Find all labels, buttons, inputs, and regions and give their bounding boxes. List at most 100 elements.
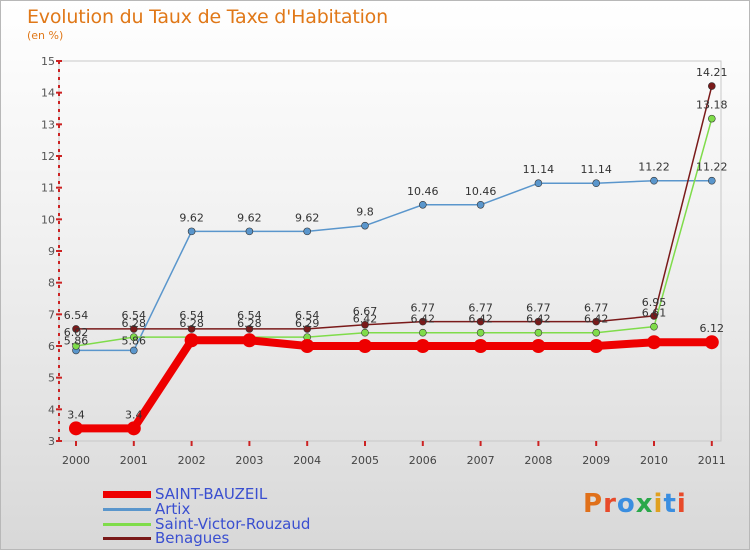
logo-letter: x	[635, 489, 654, 519]
data-label: 6.77	[411, 302, 436, 315]
data-point	[245, 325, 254, 333]
logo-letter: r	[603, 489, 617, 519]
x-tick-label: 2010	[640, 454, 668, 467]
x-tick-label: 2001	[120, 454, 148, 467]
legend-swatch-saint-victor-rouzaud	[103, 523, 151, 526]
data-point	[650, 312, 658, 320]
data-label: 6.77	[584, 302, 609, 315]
data-label: 6.42	[526, 313, 551, 326]
y-tick-label: 13	[41, 118, 55, 131]
data-label: 6.28	[122, 317, 147, 330]
data-point	[418, 200, 427, 209]
chart-subtitle: (en %)	[27, 29, 64, 42]
data-label: 3.4	[125, 408, 143, 421]
y-tick-label: 11	[41, 182, 55, 195]
data-point	[242, 333, 257, 348]
data-label: 6.28	[179, 317, 204, 330]
data-point	[592, 328, 601, 337]
logo-letter: P	[583, 489, 604, 519]
chart-title: Evolution du Taux de Taxe d'Habitation	[27, 6, 388, 28]
data-point	[589, 339, 604, 353]
data-point	[361, 320, 369, 329]
data-label: 6.28	[237, 317, 262, 330]
data-label: 6.42	[468, 313, 493, 326]
logo-letter: o	[616, 489, 636, 519]
legend-swatch-artix	[103, 508, 151, 511]
y-tick-label: 12	[41, 150, 55, 163]
data-label: 6.54	[295, 309, 320, 322]
y-tick-label: 7	[48, 308, 55, 321]
data-point	[707, 82, 716, 90]
data-point	[647, 335, 661, 350]
x-tick-label: 2011	[698, 454, 726, 467]
y-tick-label: 15	[41, 55, 55, 68]
data-label: 6.29	[295, 317, 320, 330]
data-label: 6.67	[353, 305, 378, 318]
y-tick-label: 6	[48, 340, 55, 353]
data-point	[476, 328, 485, 337]
series-line-saint-bauzeil	[72, 336, 716, 433]
y-tick-label: 4	[48, 403, 55, 416]
data-point	[361, 221, 369, 230]
data-label: 10.46	[407, 185, 439, 198]
data-point	[72, 325, 80, 333]
data-label: 6.54	[179, 309, 204, 322]
legend-swatch-benagues	[103, 537, 151, 540]
data-point	[184, 333, 199, 348]
data-label: 5.86	[122, 334, 147, 347]
data-label: 6.42	[584, 313, 609, 326]
x-tick-label: 2002	[178, 454, 206, 467]
data-point	[187, 325, 196, 333]
data-point	[130, 333, 138, 341]
data-label: 9.62	[179, 211, 204, 224]
legend-label-benagues: Benagues	[155, 529, 230, 547]
data-point	[650, 322, 658, 331]
data-label: 13.18	[696, 99, 728, 112]
x-tick-label: 2006	[409, 454, 437, 467]
data-point	[707, 114, 716, 123]
x-tick-label: 2000	[62, 454, 90, 467]
y-tick-label: 5	[48, 372, 55, 385]
data-label: 6.77	[526, 302, 551, 315]
data-label: 6.54	[64, 309, 89, 322]
data-point	[130, 346, 138, 355]
series-line-saint-victor-rouzaud	[75, 117, 713, 347]
data-point	[592, 179, 601, 188]
x-tick-label: 2008	[524, 454, 552, 467]
data-point	[361, 328, 369, 337]
y-tick-label: 3	[48, 435, 55, 448]
data-label: 11.22	[638, 161, 670, 174]
data-point	[650, 176, 658, 185]
data-point	[476, 317, 485, 326]
data-point	[69, 421, 83, 436]
data-label: 3.4	[67, 408, 85, 421]
data-point	[415, 339, 430, 353]
data-point	[130, 325, 138, 333]
data-label: 6.61	[642, 307, 667, 320]
data-label: 14.21	[696, 66, 728, 79]
data-point	[303, 325, 312, 333]
data-point	[418, 328, 427, 337]
data-point	[126, 421, 141, 436]
data-label: 11.22	[696, 161, 728, 174]
data-point	[358, 339, 372, 353]
legend-label-saint-victor-rouzaud: Saint-Victor-Rouzaud	[155, 515, 311, 533]
data-point	[534, 179, 543, 188]
data-label: 6.54	[122, 309, 147, 322]
data-label: 6.12	[700, 322, 725, 335]
legend-item-artix: Artix	[103, 500, 363, 518]
data-point	[534, 317, 543, 326]
legend-swatch-saint-bauzeil	[103, 491, 151, 498]
data-label: 6.77	[468, 302, 493, 315]
legend-item-saint-victor-rouzaud: Saint-Victor-Rouzaud	[103, 515, 363, 533]
data-point	[300, 339, 315, 353]
data-point	[72, 342, 80, 350]
legend-label-saint-bauzeil: SAINT-BAUZEIL	[155, 485, 268, 503]
data-point	[534, 328, 543, 337]
series-line-benagues	[75, 85, 713, 330]
data-label: 11.14	[523, 163, 555, 176]
data-label: 6.95	[642, 296, 667, 309]
data-point	[592, 317, 601, 326]
x-tick-label: 2003	[235, 454, 263, 467]
